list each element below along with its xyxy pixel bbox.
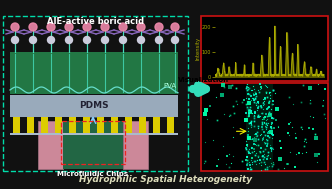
Bar <box>41 117 47 133</box>
Circle shape <box>11 23 19 31</box>
Circle shape <box>83 23 91 31</box>
Circle shape <box>101 23 109 31</box>
Bar <box>123 121 148 169</box>
Circle shape <box>172 36 179 43</box>
Bar <box>54 117 61 133</box>
Circle shape <box>155 36 162 43</box>
Circle shape <box>47 36 54 43</box>
Bar <box>138 117 145 133</box>
Bar <box>38 121 63 169</box>
Circle shape <box>12 36 19 43</box>
Bar <box>68 117 75 133</box>
Circle shape <box>47 23 55 31</box>
Bar <box>63 121 123 169</box>
Circle shape <box>65 23 73 31</box>
Bar <box>3 16 188 171</box>
Circle shape <box>29 23 37 31</box>
Bar <box>152 117 159 133</box>
Text: Microfluidic Chips: Microfluidic Chips <box>57 171 128 177</box>
Circle shape <box>65 36 72 43</box>
Text: AIE-active boric acid: AIE-active boric acid <box>47 18 144 26</box>
Text: PDMS: PDMS <box>79 101 109 111</box>
Bar <box>82 117 90 133</box>
Circle shape <box>171 23 179 31</box>
Circle shape <box>137 36 144 43</box>
Bar <box>201 83 328 171</box>
Y-axis label: Intensity: Intensity <box>195 37 200 60</box>
Bar <box>10 95 178 117</box>
Bar <box>10 52 178 94</box>
Circle shape <box>137 23 145 31</box>
Bar <box>124 117 131 133</box>
Text: PVA: PVA <box>163 83 176 89</box>
Bar <box>167 117 174 133</box>
Circle shape <box>155 23 163 31</box>
Bar <box>13 117 20 133</box>
Bar <box>97 117 104 133</box>
Circle shape <box>120 36 126 43</box>
Bar <box>111 117 118 133</box>
Text: Hydrophilic Spatial Heterogeneity: Hydrophilic Spatial Heterogeneity <box>79 175 253 184</box>
Circle shape <box>119 23 127 31</box>
Bar <box>201 16 328 81</box>
Circle shape <box>84 36 91 43</box>
Bar <box>27 117 34 133</box>
Bar <box>61 121 125 164</box>
Circle shape <box>102 36 109 43</box>
Bar <box>10 133 178 135</box>
Circle shape <box>30 36 37 43</box>
Bar <box>246 84 273 170</box>
Text: Visualization: Visualization <box>178 77 229 83</box>
